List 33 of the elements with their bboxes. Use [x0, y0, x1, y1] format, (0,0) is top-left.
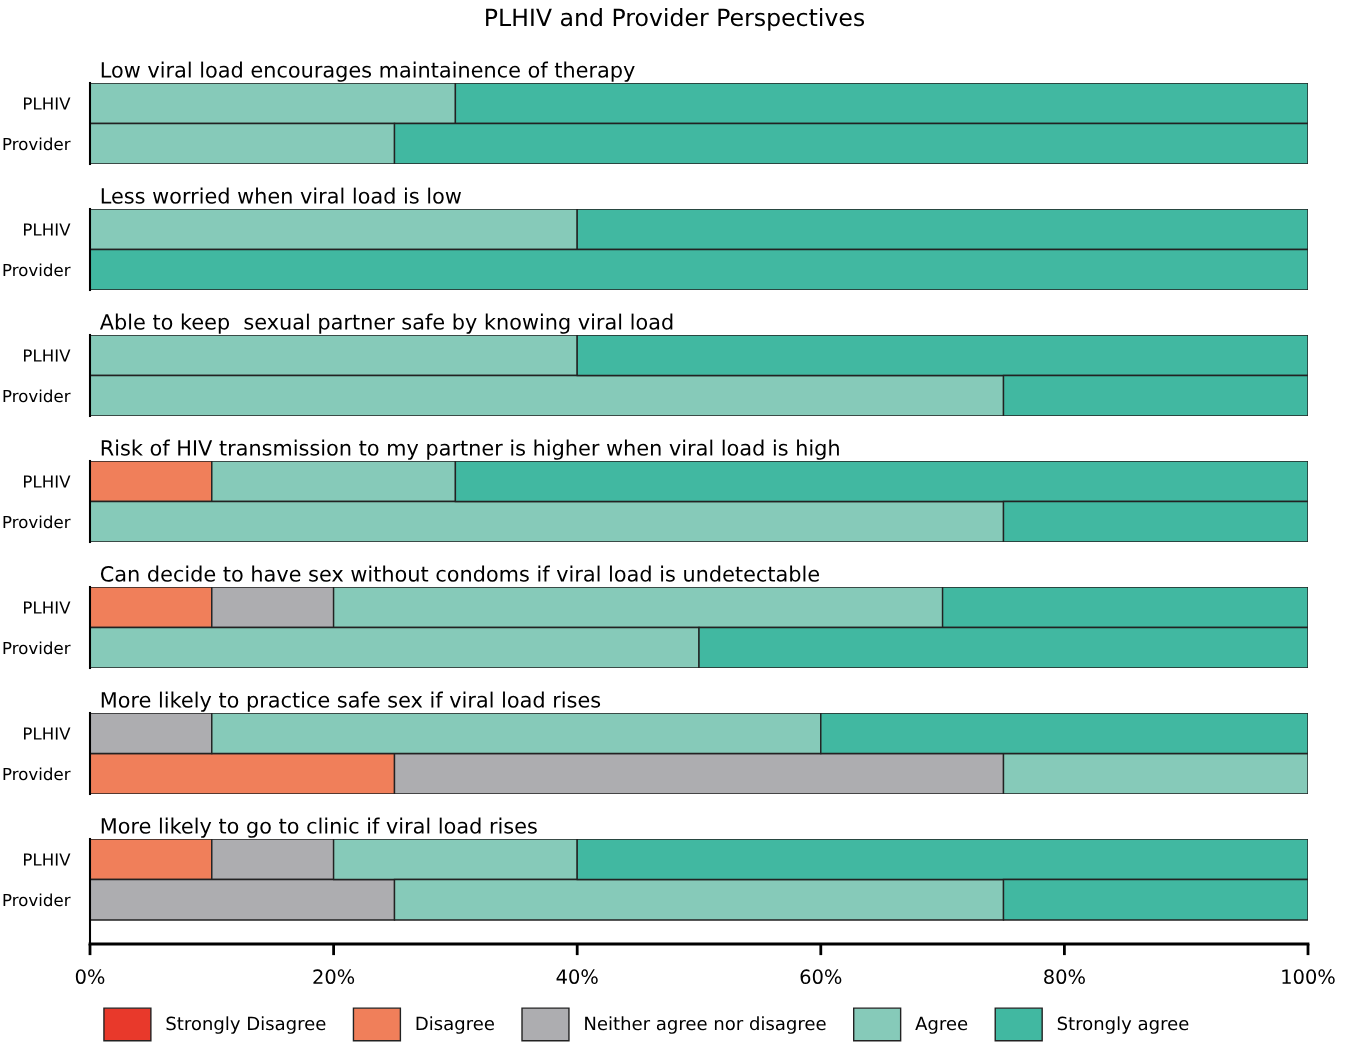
y-tick-label: Provider: [3, 137, 71, 151]
legend-label: Agree: [915, 1016, 968, 1034]
x-tick-label: 0%: [75, 969, 105, 985]
x-tick-label: 20%: [313, 969, 355, 985]
y-tick-label: Provider: [3, 641, 71, 655]
x-tick-label: 40%: [556, 969, 598, 985]
x-tick-label: 100%: [1282, 969, 1335, 985]
legend-label: Neither agree nor disagree: [585, 1016, 826, 1034]
y-tick-label: PLHIV: [24, 727, 71, 740]
x-tick-label: 80%: [1044, 969, 1085, 985]
y-tick-label: Provider: [3, 389, 71, 403]
y-tick-label: PLHIV: [24, 223, 71, 236]
y-tick-label: Provider: [3, 263, 71, 277]
y-tick-label: PLHIV: [24, 349, 71, 362]
chart-subtitle: Risk of HIV transmission to my partner is higher when viral load is high: [101, 439, 839, 460]
y-tick-label: Provider: [3, 893, 71, 907]
chart-subtitle: Can decide to have sex without condoms if viral load is undetectable: [100, 565, 820, 582]
chart-subtitle: More likely to practice safe sex if viral load rises: [101, 691, 601, 712]
y-tick-label: Provider: [3, 515, 71, 529]
x-tick-label: 60%: [800, 969, 842, 985]
chart-subtitle: More likely to go to clinic if viral load rises: [101, 817, 537, 838]
legend-label: Strongly Disagree: [166, 1016, 326, 1034]
chart-title: PLHIV and Provider Perspectives: [486, 8, 865, 31]
y-tick-label: PLHIV: [24, 475, 71, 488]
y-tick-label: PLHIV: [24, 97, 71, 110]
y-tick-label: PLHIV: [24, 853, 71, 866]
legend-label: Disagree: [416, 1016, 494, 1034]
y-tick-label: Provider: [3, 767, 71, 781]
chart-subtitle: Less worried when viral load is low: [101, 187, 461, 204]
chart-subtitle: Low viral load encourages maintainence of therapy: [101, 61, 635, 82]
chart-subtitle: Able to keep sexual partner safe by knowing viral load: [99, 313, 673, 334]
y-tick-label: PLHIV: [24, 601, 71, 614]
legend-label: Strongly agree: [1057, 1016, 1189, 1034]
